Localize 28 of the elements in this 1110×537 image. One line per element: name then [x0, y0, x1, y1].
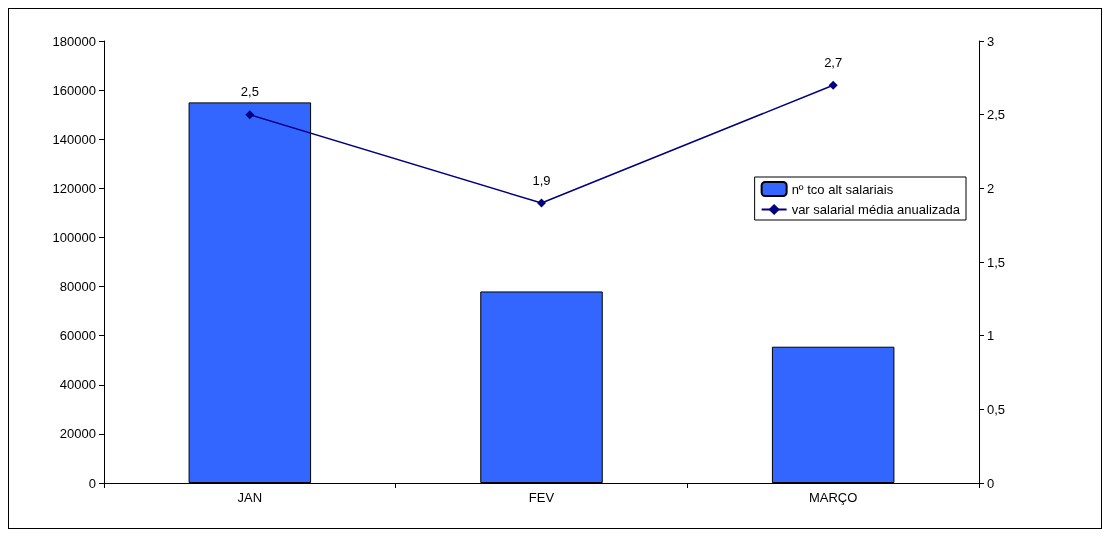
data-label: 1,9 [532, 172, 551, 188]
x-tick-label: JAN [237, 490, 263, 505]
y-tick-label: 160000 [52, 82, 96, 98]
y2-tick-label: 2 [987, 180, 995, 196]
legend-label: var salarial média anualizada [791, 202, 961, 217]
y2-tick-label: 1,5 [987, 254, 1006, 270]
y2-tick-label: 2,5 [987, 107, 1006, 123]
y-tick-label: 120000 [52, 180, 96, 196]
data-label: 2,7 [824, 54, 843, 70]
point [245, 110, 255, 120]
y-tick-label: 80000 [59, 279, 96, 295]
y2-tick-label: 0,5 [987, 401, 1006, 417]
y-tick-label: 180000 [52, 33, 96, 49]
y-tick-label: 100000 [52, 229, 96, 245]
data-label: 2,5 [240, 84, 259, 100]
point [828, 80, 838, 90]
y-tick-label: 20000 [59, 426, 96, 442]
y-tick-label: 140000 [52, 131, 96, 147]
y-tick-label: 40000 [59, 377, 96, 393]
x-tick-label: FEV [528, 490, 555, 505]
y2-tick-label: 1 [987, 328, 995, 344]
y2-tick-label: 0 [987, 475, 995, 491]
x-tick-label: MARÇO [808, 490, 858, 505]
y-tick-label: 0 [88, 475, 96, 491]
y2-tick-label: 3 [987, 33, 995, 49]
y-tick-label: 60000 [59, 328, 96, 344]
legend-label: nº tco alt salariais [791, 181, 894, 197]
point [537, 198, 546, 208]
